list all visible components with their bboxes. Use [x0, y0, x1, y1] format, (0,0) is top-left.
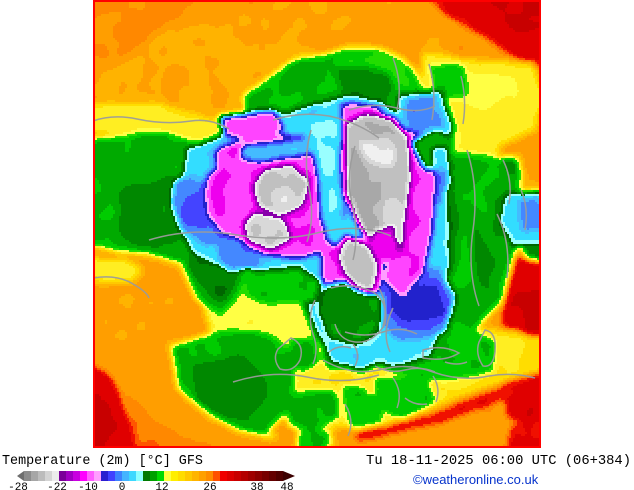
svg-text:-22: -22	[47, 482, 67, 490]
svg-text:-10: -10	[78, 482, 98, 490]
svg-text:12: 12	[155, 482, 168, 490]
svg-text:©weatheronline.co.uk: ©weatheronline.co.uk	[413, 472, 539, 487]
svg-text:Temperature (2m) [°C] GFS: Temperature (2m) [°C] GFS	[2, 454, 203, 469]
svg-text:48: 48	[280, 482, 293, 490]
svg-text:26: 26	[203, 482, 216, 490]
svg-text:Tu 18-11-2025 06:00 UTC (06+38: Tu 18-11-2025 06:00 UTC (06+384)	[366, 453, 631, 469]
svg-text:-28: -28	[8, 482, 28, 490]
svg-text:0: 0	[119, 482, 126, 490]
svg-text:38: 38	[250, 482, 263, 490]
